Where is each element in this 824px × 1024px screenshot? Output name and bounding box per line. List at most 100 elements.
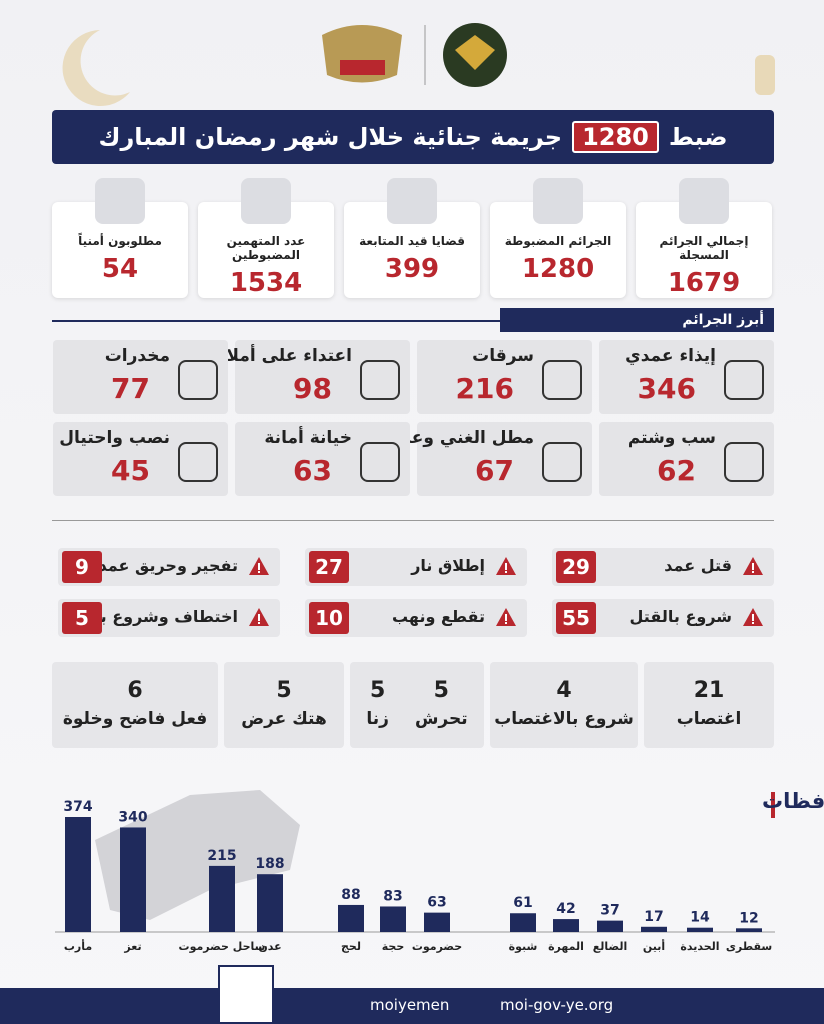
crime-icon	[724, 360, 764, 400]
crime-card: اعتداء على أملاك الغير 98	[166, 340, 410, 414]
bar	[641, 926, 667, 932]
crime-icon	[360, 360, 400, 400]
stat-label: عدد المتهمين المضبوطين	[226, 234, 306, 262]
stat-card: مطلوبون أمنياً 54	[52, 178, 188, 298]
alert-value: 29	[556, 551, 596, 583]
stat-card: إجمالي الجرائم المسجلة 1679	[636, 178, 772, 298]
category-label: شبوة	[509, 940, 538, 953]
bar	[597, 920, 623, 932]
warning-icon	[743, 557, 763, 575]
alert-card: شروع بالقتل 55	[552, 599, 774, 637]
sexual-crimes-row: 21 اغتصاب 4 شروع بالاغتصاب 5 تحرش 5 زنا 5 هتك عرض…	[52, 662, 774, 748]
title-text: ضبط	[668, 123, 728, 151]
sexual-item: 4 شروع بالاغتصاب	[494, 662, 634, 748]
alert-value: 5	[62, 602, 102, 634]
category-label: مأرب	[64, 939, 92, 953]
sexual-card: 4 شروع بالاغتصاب	[490, 662, 638, 748]
divider	[52, 520, 774, 521]
stat-value: 399	[384, 254, 440, 284]
crime-icon	[178, 360, 218, 400]
value-label: 42	[556, 901, 575, 917]
sexual-item: 5 تحرش	[415, 662, 468, 748]
warning-icon	[496, 557, 516, 575]
value-label: 37	[600, 903, 619, 919]
footer: moiyemen moi-gov-ye.org	[0, 988, 824, 1024]
bar	[687, 927, 713, 932]
sexual-item: 5 هتك عرض	[241, 662, 327, 748]
title-accent	[771, 792, 775, 818]
sexual-item: 5 زنا	[366, 662, 389, 748]
sexual-value: 5	[370, 678, 386, 703]
crimes-grid: إيذاء عمدي 346 سرقات 216 اعتداء على أملاك ال…	[52, 340, 774, 496]
category-label: حجة	[382, 940, 405, 953]
crime-value: 63	[293, 454, 332, 487]
stat-label: قضايا قيد المتابعة	[359, 234, 465, 248]
crime-icon	[178, 442, 218, 482]
sexual-item: 21 اغتصاب	[677, 662, 742, 748]
divider	[52, 320, 774, 322]
crime-label: سب وشتم	[627, 428, 716, 448]
alert-value: 55	[556, 602, 596, 634]
alert-label: تفجير وحريق عمدي	[83, 556, 238, 575]
sexual-value: 21	[693, 678, 725, 703]
stat-label: إجمالي الجرائم المسجلة	[659, 234, 749, 262]
bar-chart: توزيع المتهمين حسب المحافظات 374 مأرب 340 ت…	[55, 789, 824, 953]
chart-title: توزيع المتهمين حسب المحافظات	[762, 789, 824, 813]
alert-card: قتل عمد 29	[552, 548, 774, 586]
alert-label: شروع بالقتل	[629, 607, 732, 626]
alert-card: إطلاق نار 27	[305, 548, 527, 586]
stat-value: 1280	[521, 254, 595, 284]
crime-card: سرقات 216	[417, 340, 592, 414]
bar	[424, 912, 450, 932]
category-label: أبين	[643, 939, 665, 953]
qr-code	[218, 965, 274, 1024]
stat-icon	[533, 178, 583, 224]
value-label: 374	[63, 799, 92, 815]
bar	[209, 865, 235, 932]
logos	[62, 23, 775, 106]
crime-value: 45	[111, 454, 150, 487]
stat-label: مطلوبون أمنياً	[78, 234, 162, 248]
crime-label: إيذاء عمدي	[625, 346, 716, 366]
crime-icon	[542, 442, 582, 482]
crime-label: مخدرات	[104, 346, 170, 366]
sexual-label: اغتصاب	[676, 709, 742, 729]
alerts-grid: قتل عمد 29 إطلاق نار 27 تفجير وحريق عمدي 9 شرو…	[52, 548, 774, 637]
category-label: لحج	[341, 940, 361, 953]
stat-card: قضايا قيد المتابعة 399	[344, 178, 480, 298]
sexual-label: زنا	[366, 709, 389, 729]
bar	[553, 919, 579, 932]
category-label: الضالع	[593, 940, 628, 953]
bar	[736, 928, 762, 932]
alert-label: إطلاق نار	[411, 556, 485, 575]
value-label: 14	[690, 910, 710, 926]
crime-icon	[542, 360, 582, 400]
value-label: 63	[427, 895, 446, 911]
title-text: جريمة جنائية خلال شهر رمضان المبارك	[98, 123, 563, 151]
stat-value: 54	[101, 254, 139, 284]
crime-value: 62	[657, 454, 696, 487]
alert-card: تفجير وحريق عمدي 9	[58, 548, 280, 586]
sexual-label: هتك عرض	[241, 709, 327, 729]
sexual-card: 21 اغتصاب	[644, 662, 774, 748]
category-label: سقطرى	[726, 940, 772, 953]
value-label: 340	[118, 809, 147, 825]
crime-card: خيانة أمانة 63	[235, 422, 410, 496]
bar	[338, 904, 364, 932]
alert-card: تقطع ونهب 10	[305, 599, 527, 637]
stat-icon	[679, 178, 729, 224]
bar	[510, 913, 536, 932]
stat-card: عدد المتهمين المضبوطين 1534	[198, 178, 334, 298]
alert-value: 9	[62, 551, 102, 583]
crime-icon	[724, 442, 764, 482]
value-label: 17	[644, 909, 663, 925]
sexual-label: تحرش	[414, 709, 468, 729]
alert-label: اختطاف وشروع به	[90, 607, 238, 626]
crime-card: نصب واحتيال 45	[53, 422, 228, 496]
sexual-value: 6	[127, 678, 143, 703]
warning-icon	[743, 608, 763, 626]
category-label: حضرموت	[412, 940, 462, 953]
sexual-card: 6 فعل فاضح وخلوة	[52, 662, 218, 748]
category-label: عدن	[258, 940, 281, 953]
